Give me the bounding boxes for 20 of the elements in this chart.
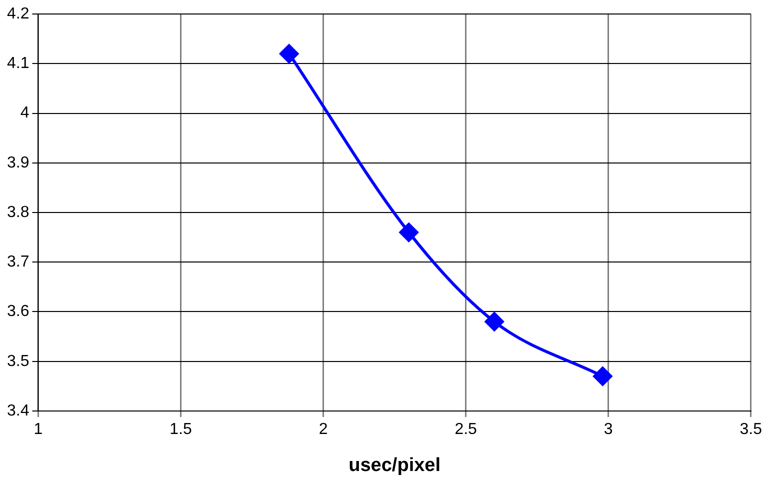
y-tick-label: 4.2 (6, 5, 30, 22)
y-tick-label: 3.9 (6, 154, 30, 172)
x-axis-title: usec/pixel (348, 454, 441, 476)
y-tick-label: 4.1 (6, 55, 30, 72)
x-tick-label: 2.5 (454, 421, 478, 438)
x-tick-label: 1.5 (170, 421, 192, 438)
x-tick-label: 3 (604, 421, 613, 438)
y-tick-label: 3.8 (6, 204, 30, 221)
point (593, 366, 612, 386)
y-tick-label: 3.4 (6, 402, 30, 420)
point (484, 312, 504, 332)
x-tick-label: 3.5 (740, 421, 762, 438)
y-tick-label: 4 (20, 104, 30, 122)
x-tick-label: 2 (318, 421, 328, 438)
x-tick-label: 1 (34, 421, 43, 438)
y-tick-label: 3.5 (6, 352, 30, 370)
point (399, 222, 418, 242)
y-tick-label: 3.6 (6, 303, 30, 320)
y-tick-label: 3.7 (6, 254, 30, 271)
point (280, 44, 299, 64)
